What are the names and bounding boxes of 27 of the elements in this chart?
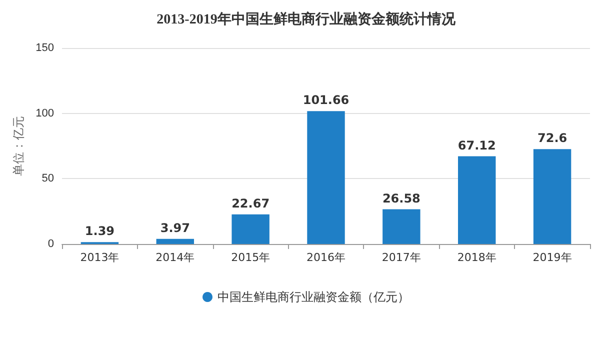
data-label: 3.97	[160, 220, 190, 235]
data-label: 101.66	[302, 93, 350, 108]
x-tick-label: 2018年	[457, 251, 496, 264]
data-label: 26.58	[382, 191, 420, 206]
x-tick-label: 2017年	[382, 251, 421, 264]
data-label: 22.67	[232, 196, 270, 210]
y-tick-label: 100	[36, 107, 54, 120]
x-tick-label: 2016年	[306, 251, 346, 264]
data-label: 1.39	[84, 224, 115, 238]
bar	[382, 209, 420, 244]
bar	[307, 111, 345, 244]
legend-label: 中国生鲜电商行业融资金额（亿元）	[218, 290, 410, 304]
y-axis-title: 单位：亿元	[12, 116, 26, 176]
x-tick-label: 2014年	[156, 251, 195, 264]
bar	[533, 149, 572, 244]
x-tick-label: 2019年	[532, 251, 572, 264]
x-tick-label: 2013年	[80, 251, 120, 264]
y-tick-label: 150	[36, 42, 54, 54]
x-tick-label: 2015年	[231, 251, 270, 264]
bar	[232, 214, 270, 244]
data-label: 72.6	[537, 131, 568, 146]
y-tick-label: 50	[42, 172, 54, 185]
data-label: 67.12	[458, 138, 496, 152]
bar	[458, 156, 496, 244]
y-tick-label: 0	[48, 238, 54, 250]
bar	[156, 238, 194, 244]
chart-title: 2013-2019年中国生鲜电商行业融资金额统计情况	[156, 10, 456, 28]
